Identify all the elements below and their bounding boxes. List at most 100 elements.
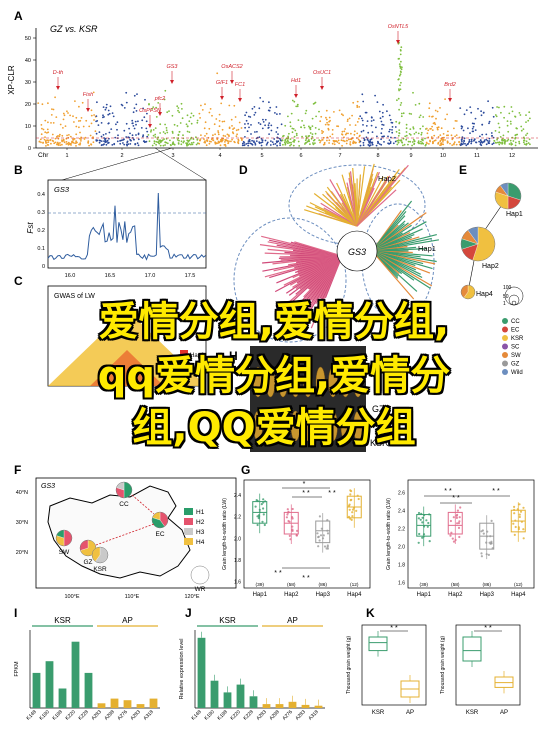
legend-swatch <box>502 352 508 358</box>
bar <box>123 700 132 708</box>
manhattan-point <box>362 124 364 126</box>
chr-label: 10 <box>440 153 446 159</box>
region-label: CC <box>119 501 129 508</box>
manhattan-point <box>301 135 303 138</box>
legend-swatch <box>502 335 508 341</box>
manhattan-point <box>45 145 47 147</box>
manhattan-point <box>475 141 478 144</box>
jitter-point <box>417 511 421 515</box>
manhattan-point <box>123 129 126 132</box>
manhattan-point <box>164 132 167 135</box>
manhattan-point <box>228 104 231 107</box>
manhattan-point <box>437 126 440 129</box>
manhattan-point <box>502 139 505 142</box>
manhattan-point <box>188 131 191 134</box>
manhattan-point <box>249 116 252 118</box>
legend-swatch <box>184 538 193 545</box>
panel-e-scale: 100 50 1 <box>503 285 524 307</box>
svg-text:100: 100 <box>503 285 512 291</box>
manhattan-point <box>485 133 488 136</box>
svg-text:20°N: 20°N <box>16 550 28 556</box>
manhattan-point <box>412 138 415 141</box>
manhattan-point <box>146 130 149 133</box>
manhattan-point <box>127 136 130 139</box>
region-label: SW <box>59 549 70 556</box>
grain <box>265 410 276 442</box>
manhattan-point <box>58 135 61 138</box>
manhattan-point <box>176 139 179 141</box>
manhattan-point <box>318 110 320 113</box>
bar <box>71 641 80 708</box>
manhattan-point <box>358 135 361 138</box>
manhattan-point <box>451 138 454 141</box>
manhattan-point <box>341 133 343 136</box>
manhattan-point <box>67 141 70 144</box>
manhattan-point <box>72 115 74 118</box>
manhattan-point <box>221 139 224 142</box>
manhattan-point <box>461 140 463 143</box>
manhattan-point <box>327 123 330 126</box>
manhattan-point <box>455 143 458 146</box>
manhattan-point <box>166 142 169 145</box>
manhattan-point <box>272 143 275 146</box>
jitter-point <box>349 489 352 492</box>
bar <box>288 701 297 708</box>
legend-label: H4 <box>196 539 205 546</box>
manhattan-point <box>185 142 188 145</box>
manhattan-point <box>453 141 456 144</box>
manhattan-point <box>137 120 139 123</box>
manhattan-point <box>49 139 51 142</box>
jitter-point <box>289 538 292 541</box>
manhattan-point <box>432 122 435 125</box>
manhattan-point <box>283 141 286 144</box>
manhattan-point <box>102 106 105 108</box>
grain <box>353 410 363 442</box>
manhattan-point <box>59 144 62 147</box>
manhattan-point <box>230 118 233 121</box>
jitter-point <box>491 547 494 550</box>
manhattan-point <box>405 134 408 137</box>
manhattan-point <box>188 139 191 142</box>
manhattan-point <box>274 143 277 145</box>
manhattan-point <box>397 97 400 100</box>
manhattan-point <box>292 127 295 130</box>
k-category: KSR <box>372 710 385 716</box>
legend-swatch <box>502 318 508 324</box>
manhattan-point <box>370 120 373 122</box>
manhattan-point <box>360 130 363 133</box>
manhattan-point <box>481 133 484 136</box>
manhattan-point <box>131 134 134 137</box>
jitter-point <box>457 522 460 525</box>
jitter-point <box>514 519 517 522</box>
k-category: AP <box>500 710 508 716</box>
manhattan-point <box>458 136 461 139</box>
manhattan-point <box>432 115 434 118</box>
panel-a-ytick: 50 <box>25 36 31 42</box>
manhattan-point <box>199 138 202 141</box>
manhattan-point <box>178 130 181 133</box>
manhattan-point <box>270 140 272 143</box>
manhattan-point <box>497 122 500 125</box>
panel-h-grains <box>253 366 363 442</box>
bar <box>45 661 54 708</box>
manhattan-point <box>69 135 72 138</box>
manhattan-point <box>177 107 180 109</box>
manhattan-point <box>288 132 290 135</box>
manhattan-point <box>276 144 278 147</box>
jitter-point <box>317 536 320 539</box>
manhattan-point <box>103 140 105 143</box>
grain <box>315 410 326 442</box>
manhattan-point <box>269 144 272 146</box>
manhattan-point <box>218 113 221 116</box>
manhattan-point <box>70 144 72 146</box>
manhattan-point <box>241 139 243 142</box>
panel-a-chr-labels: 1 2 3 4 5 6 7 8 9 10 11 12 <box>65 148 515 159</box>
manhattan-point <box>462 142 465 144</box>
grain <box>353 366 363 398</box>
manhattan-point <box>211 114 213 117</box>
manhattan-point <box>436 110 439 113</box>
manhattan-point <box>498 143 501 146</box>
manhattan-point <box>218 120 221 122</box>
manhattan-point <box>157 102 160 104</box>
manhattan-point <box>245 119 248 122</box>
